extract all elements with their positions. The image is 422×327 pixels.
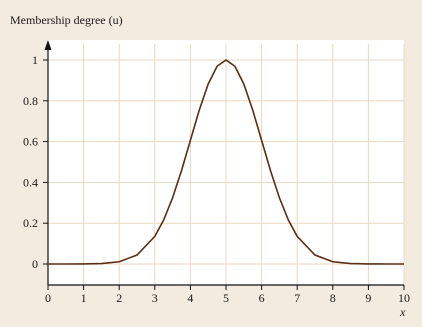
- y-tick-label-0: 0: [32, 257, 38, 271]
- x-tick-label-9: 9: [365, 291, 371, 305]
- x-tick-label-5: 5: [223, 291, 229, 305]
- x-tick-label-8: 8: [330, 291, 336, 305]
- y-tick-label-0.8: 0.8: [23, 94, 38, 108]
- x-axis-label: x: [399, 305, 406, 319]
- grid: [48, 44, 405, 285]
- x-tick-label-10: 10: [398, 291, 410, 305]
- x-tick-label-6: 6: [259, 291, 265, 305]
- y-tick-label-0.2: 0.2: [23, 216, 38, 230]
- membership-curve: [48, 59, 404, 265]
- y-axis-label: Membership degree (u): [10, 13, 123, 27]
- x-tick-label-7: 7: [294, 291, 300, 305]
- x-tick-label-0: 0: [45, 291, 51, 305]
- tick-labels: 0 1 2 3 4 5 6 7 8 9 10 0 0.2 0.4 0.6 0.8 1: [23, 53, 410, 305]
- x-tick-label-3: 3: [152, 291, 158, 305]
- y-axis-arrow-icon: [44, 40, 52, 50]
- y-tick-label-0.6: 0.6: [23, 135, 38, 149]
- y-tick-label-1: 1: [32, 53, 38, 67]
- y-tick-label-0.4: 0.4: [23, 175, 38, 189]
- x-tick-label-1: 1: [81, 291, 87, 305]
- x-tick-label-2: 2: [116, 291, 122, 305]
- x-tick-label-4: 4: [187, 291, 193, 305]
